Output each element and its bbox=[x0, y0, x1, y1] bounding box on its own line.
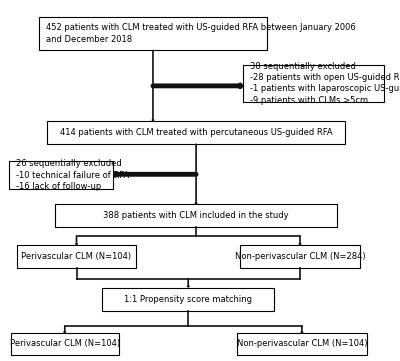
FancyBboxPatch shape bbox=[9, 161, 113, 189]
FancyBboxPatch shape bbox=[55, 204, 337, 227]
Text: Non-perivascular CLM (N=284): Non-perivascular CLM (N=284) bbox=[235, 252, 365, 261]
FancyBboxPatch shape bbox=[102, 287, 274, 310]
Text: Non-perivascular CLM (N=104): Non-perivascular CLM (N=104) bbox=[237, 339, 367, 348]
Text: 26 sequentially excluded
-10 technical failure of RFA
-16 lack of follow-up: 26 sequentially excluded -10 technical f… bbox=[16, 159, 129, 191]
Text: 38 sequentially excluded
-28 patients with open US-guided RFA
-1 patients with l: 38 sequentially excluded -28 patients wi… bbox=[250, 61, 400, 105]
FancyBboxPatch shape bbox=[47, 121, 345, 144]
FancyBboxPatch shape bbox=[243, 65, 384, 102]
Text: 414 patients with CLM treated with percutaneous US-guided RFA: 414 patients with CLM treated with percu… bbox=[60, 128, 332, 137]
FancyBboxPatch shape bbox=[17, 245, 136, 268]
Text: 452 patients with CLM treated with US-guided RFA between January 2006
and Decemb: 452 patients with CLM treated with US-gu… bbox=[46, 23, 356, 44]
FancyBboxPatch shape bbox=[39, 17, 267, 51]
FancyBboxPatch shape bbox=[237, 333, 367, 355]
FancyBboxPatch shape bbox=[240, 245, 360, 268]
Text: Perivascular CLM (N=104): Perivascular CLM (N=104) bbox=[10, 339, 120, 348]
Text: Perivascular CLM (N=104): Perivascular CLM (N=104) bbox=[22, 252, 132, 261]
Text: 388 patients with CLM included in the study: 388 patients with CLM included in the st… bbox=[103, 212, 289, 220]
FancyBboxPatch shape bbox=[11, 333, 119, 355]
Text: 1:1 Propensity score matching: 1:1 Propensity score matching bbox=[124, 295, 252, 304]
